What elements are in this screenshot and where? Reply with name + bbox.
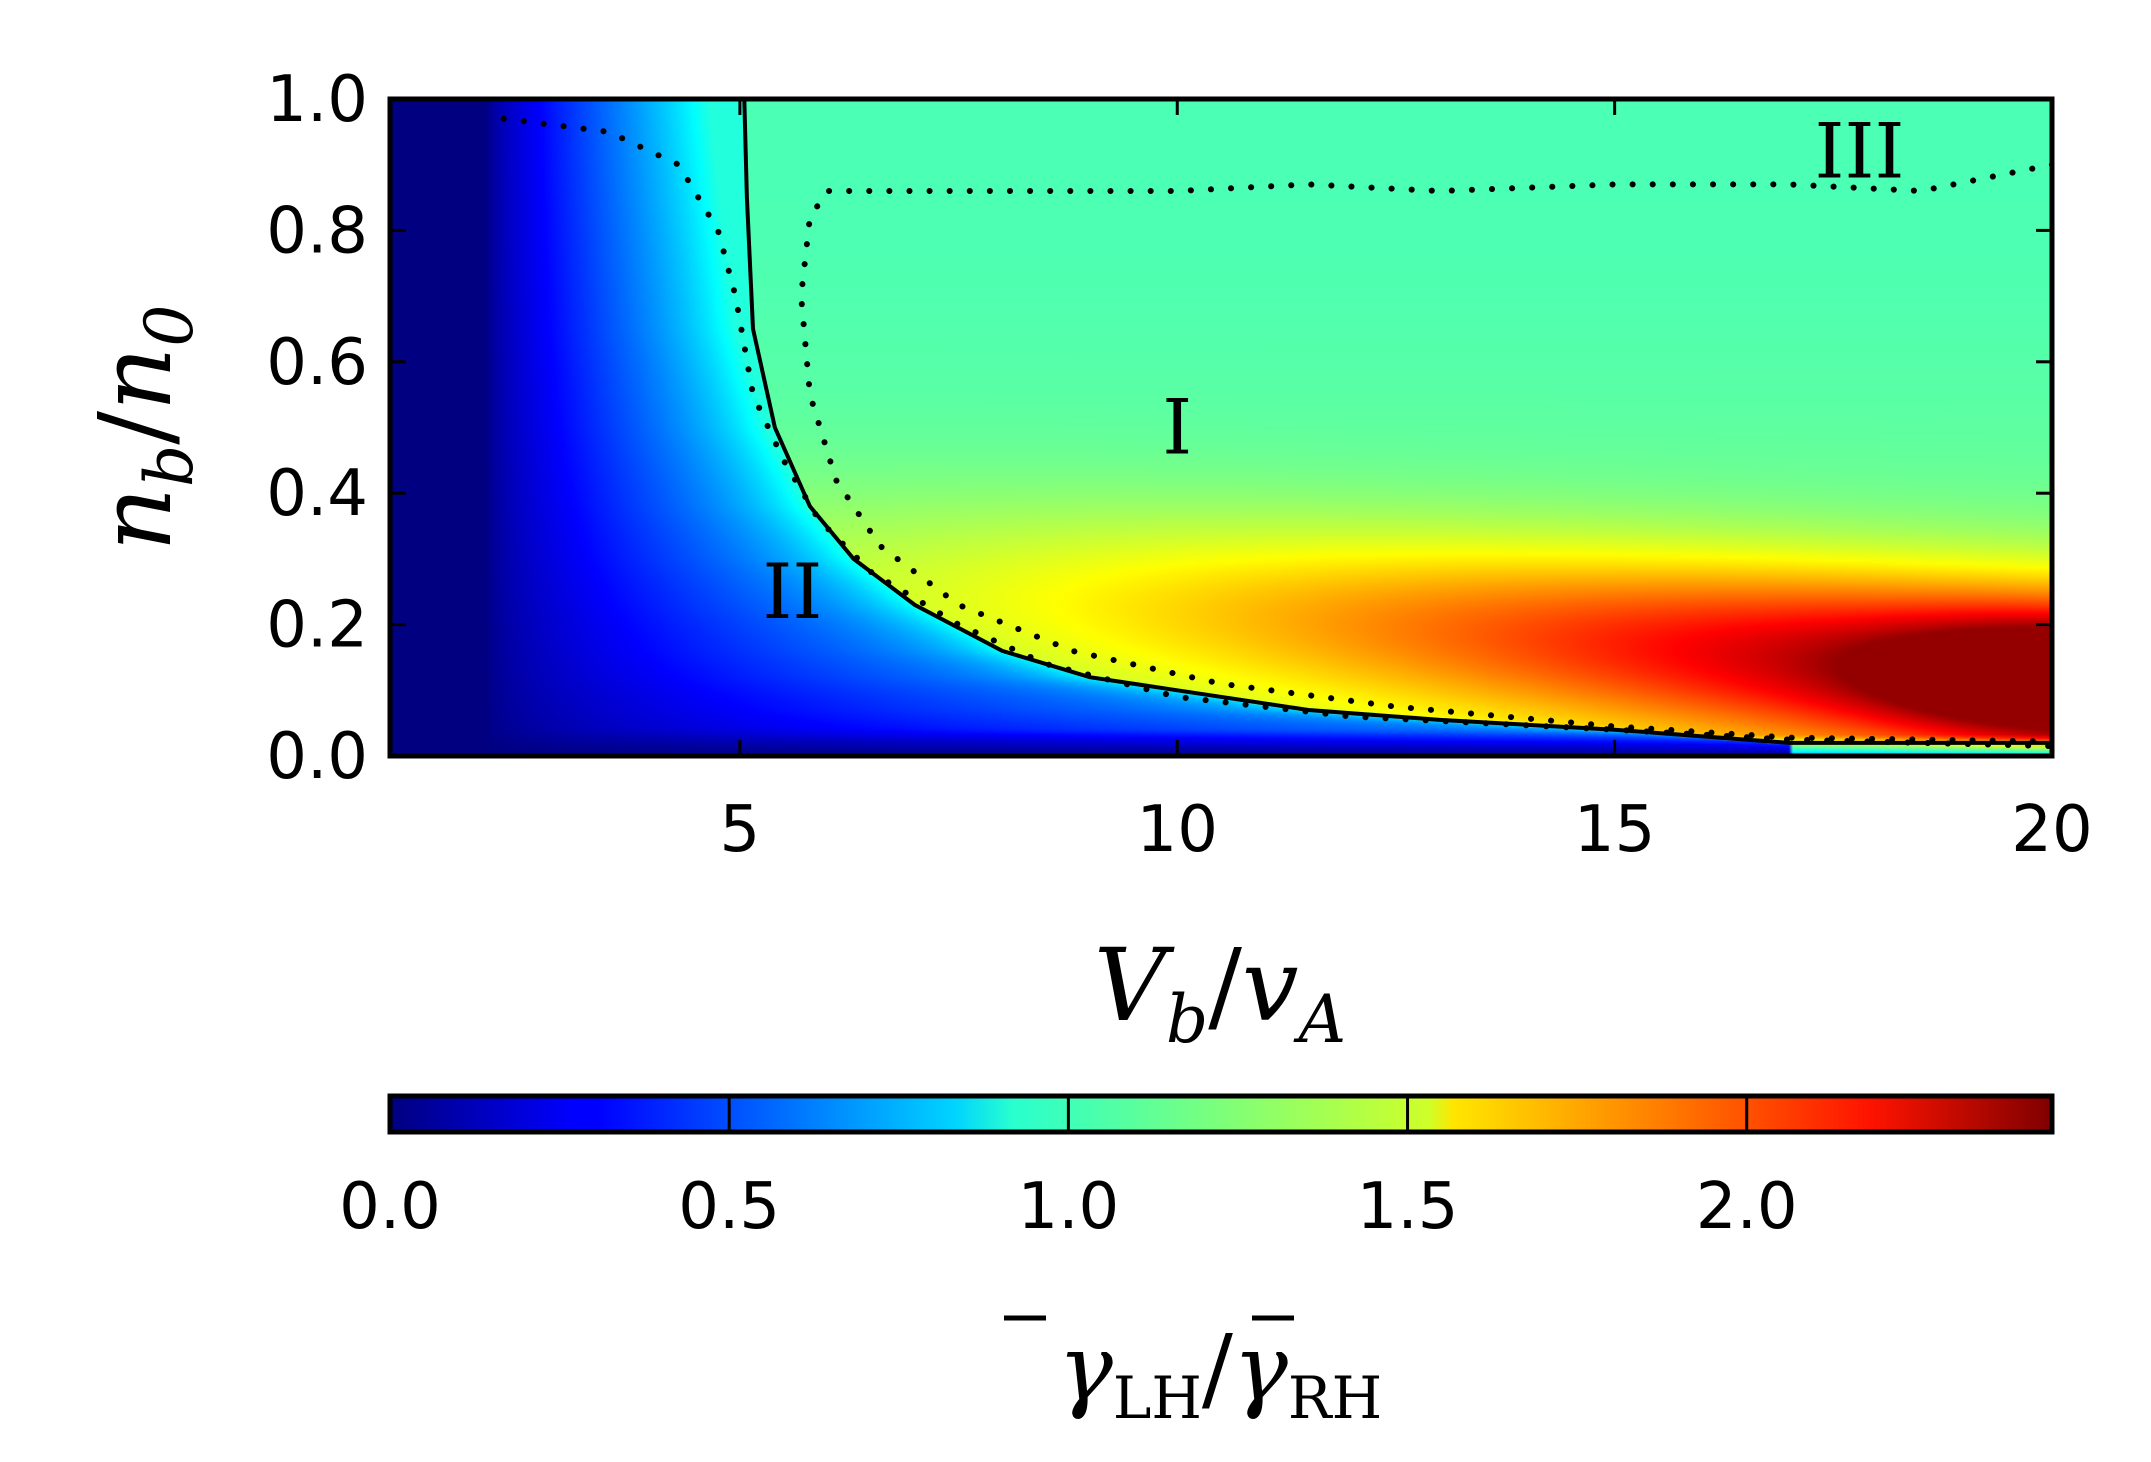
y-axis-label: nb/n0 bbox=[77, 305, 208, 552]
region-label-1: I bbox=[1162, 383, 1192, 472]
y-tick-label: 0.0 bbox=[266, 720, 368, 794]
region-label-2: II bbox=[762, 547, 822, 636]
contour-lines bbox=[500, 99, 2052, 750]
x-axis-label-sep: / bbox=[1208, 927, 1242, 1044]
y-tick-label: 0.8 bbox=[266, 194, 368, 268]
x-axis-label-den: v bbox=[1242, 927, 1299, 1044]
y-tick-label: 1.0 bbox=[266, 63, 368, 137]
contour-dotted-inner bbox=[798, 161, 2052, 745]
plot-frame bbox=[387, 96, 2055, 759]
y-axis-label-main-sub: b bbox=[131, 445, 208, 487]
colorbar-tick-label: 0.5 bbox=[678, 1170, 780, 1244]
region-label-3: III bbox=[1815, 107, 1905, 196]
x-tick-label: 20 bbox=[2011, 793, 2092, 867]
colorbar-tick-label: 2.0 bbox=[1696, 1170, 1798, 1244]
colorbar: 0.0 0.5 1.0 1.5 2.0 γLH/γRH bbox=[339, 1093, 2055, 1432]
contour-dotted-outer bbox=[500, 115, 2052, 750]
colorbar-label-sep: / bbox=[1202, 1315, 1233, 1422]
colorbar-label-num: γ bbox=[1058, 1315, 1114, 1422]
x-axis-label-main-sub: b bbox=[1166, 981, 1208, 1058]
y-tick-label: 0.6 bbox=[266, 326, 368, 400]
colorbar-label-num-sub: LH bbox=[1113, 1364, 1202, 1432]
colorbar-gradient bbox=[387, 1093, 2055, 1135]
y-axis-ticks: 0.0 0.2 0.4 0.6 0.8 1.0 bbox=[266, 63, 2052, 794]
y-axis-label-den: n bbox=[77, 347, 194, 411]
y-axis-label-den-sub: 0 bbox=[131, 305, 208, 347]
y-axis-label-main: n bbox=[77, 487, 194, 551]
colorbar-ticks: 0.0 0.5 1.0 1.5 2.0 bbox=[339, 1096, 1798, 1244]
y-axis-label-sep: / bbox=[77, 411, 194, 445]
colorbar-label: γLH/γRH bbox=[1058, 1315, 1382, 1432]
x-axis-ticks: 5 10 15 20 bbox=[720, 99, 2093, 867]
heatmap-field bbox=[390, 99, 2052, 756]
x-tick-label: 15 bbox=[1574, 793, 1655, 867]
colorbar-tick-label: 0.0 bbox=[339, 1170, 441, 1244]
colorbar-label-den-sub: RH bbox=[1288, 1364, 1382, 1432]
x-axis-label-den-sub: A bbox=[1293, 981, 1347, 1058]
x-axis-label: Vb/vA bbox=[1094, 927, 1346, 1058]
contour-solid bbox=[742, 99, 2052, 745]
x-tick-label: 10 bbox=[1137, 793, 1218, 867]
x-axis-label-main: V bbox=[1094, 927, 1175, 1044]
y-tick-label: 0.2 bbox=[266, 589, 368, 663]
x-tick-label: 5 bbox=[720, 793, 761, 867]
colorbar-label-den: γ bbox=[1233, 1315, 1289, 1422]
colorbar-tick-label: 1.0 bbox=[1017, 1170, 1119, 1244]
y-tick-label: 0.4 bbox=[266, 457, 368, 531]
colorbar-tick-label: 1.5 bbox=[1357, 1170, 1459, 1244]
